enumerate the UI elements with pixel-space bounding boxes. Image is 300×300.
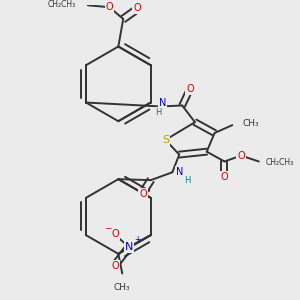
Text: H: H: [184, 176, 190, 184]
Text: −: −: [104, 223, 111, 232]
Text: N: N: [159, 98, 166, 107]
Text: CH₃: CH₃: [114, 283, 130, 292]
Text: N: N: [176, 167, 184, 177]
Text: O: O: [112, 229, 119, 239]
Text: O: O: [237, 151, 245, 160]
Text: S: S: [162, 135, 169, 145]
Text: O: O: [186, 84, 194, 94]
Text: H: H: [155, 108, 162, 117]
Text: CH₂CH₃: CH₂CH₃: [266, 158, 294, 167]
Text: O: O: [220, 172, 228, 182]
Text: O: O: [106, 2, 113, 12]
Text: N: N: [125, 242, 133, 252]
Text: O: O: [139, 189, 147, 199]
Text: CH₃: CH₃: [242, 119, 259, 128]
Text: CH₂CH₃: CH₂CH₃: [48, 0, 76, 9]
Text: O: O: [133, 3, 141, 13]
Text: +: +: [134, 235, 140, 244]
Text: O: O: [112, 261, 119, 271]
